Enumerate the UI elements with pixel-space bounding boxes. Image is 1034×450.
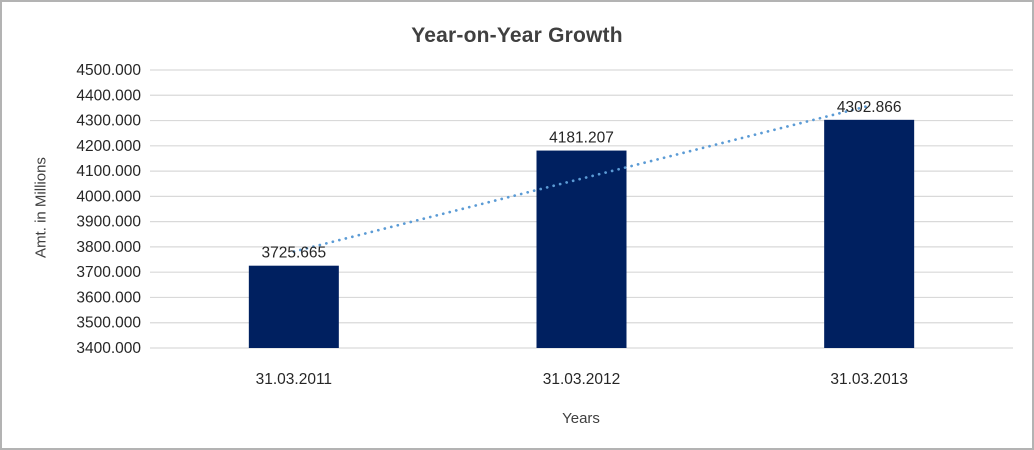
y-tick-label: 4500.000 [76,62,141,79]
bar-value-label: 4181.207 [549,130,614,147]
chart-title: Year-on-Year Growth [411,24,623,47]
bar [824,119,915,348]
bar-value-label: 3725.665 [262,245,327,262]
bar-value-label: 4302.866 [837,99,902,116]
y-tick-label: 4000.000 [76,188,141,205]
y-tick-label: 4100.000 [76,163,141,180]
y-tick-label: 3700.000 [76,264,141,281]
x-tick-label: 31.03.2012 [543,371,621,388]
y-tick-label: 4400.000 [76,87,141,104]
y-tick-label: 3400.000 [76,340,141,357]
y-tick-label: 4300.000 [76,113,141,130]
bar [536,150,627,348]
y-tick-label: 3600.000 [76,289,141,306]
y-tick-label: 3500.000 [76,315,141,332]
y-tick-label: 3800.000 [76,239,141,256]
y-tick-label: 4200.000 [76,138,141,155]
trendline [292,104,871,253]
y-tick-label: 3900.000 [76,214,141,231]
x-axis-title: Years [562,410,600,427]
x-tick-label: 31.03.2013 [830,371,908,388]
bar [248,265,339,348]
x-tick-label: 31.03.2011 [256,371,332,388]
